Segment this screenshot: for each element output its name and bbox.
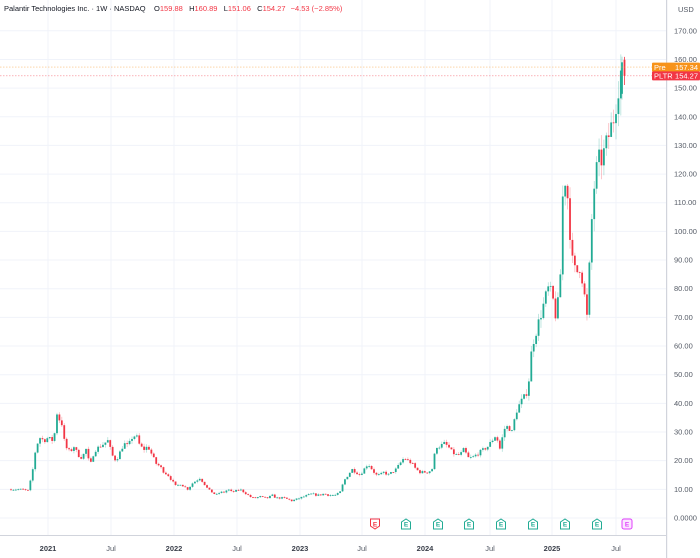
price-axis-line xyxy=(666,0,668,558)
earnings-marker-beat[interactable]: E xyxy=(560,518,570,530)
open-value: 159.88 xyxy=(159,4,183,13)
open-label: O xyxy=(154,4,160,13)
svg-text:PLTR: PLTR xyxy=(654,72,673,81)
time-tick: Jul xyxy=(611,544,621,553)
price-lines xyxy=(0,66,666,77)
low-label: L xyxy=(223,4,228,13)
price-tick: 170.00 xyxy=(674,26,697,35)
earnings-marker-beat[interactable]: E xyxy=(496,518,506,530)
time-tick: Jul xyxy=(232,544,242,553)
svg-text:E: E xyxy=(373,522,378,529)
earnings-marker-beat[interactable]: E xyxy=(528,518,538,530)
price-tag-pre: Pre 157.34 xyxy=(652,62,700,72)
svg-text:E: E xyxy=(531,522,536,529)
change-value: −4.53 (−2.85%) xyxy=(290,4,343,13)
price-axis[interactable]: USD 170.00 160.00 150.00 140.00 130.00 120.00 1… xyxy=(674,5,697,523)
time-tick: Jul xyxy=(106,544,116,553)
sep: · xyxy=(109,4,114,13)
exchange: NASDAQ xyxy=(113,4,146,13)
svg-text:E: E xyxy=(625,522,630,529)
price-tick: 150.00 xyxy=(674,84,697,93)
price-tick: 50.00 xyxy=(674,370,693,379)
price-tick: 70.00 xyxy=(674,313,693,322)
price-tick: 20.00 xyxy=(674,456,693,465)
time-tick: 2024 xyxy=(417,544,435,553)
price-tick: 10.00 xyxy=(674,485,693,494)
time-tick: 2021 xyxy=(40,544,57,553)
low-value: 151.06 xyxy=(227,4,251,13)
symbol-name[interactable]: Palantir Technologies Inc. xyxy=(4,4,90,13)
high-value: 160.89 xyxy=(194,4,218,13)
price-tick: 130.00 xyxy=(674,141,697,150)
grid-lines xyxy=(0,0,666,535)
time-tick: Jul xyxy=(485,544,495,553)
svg-text:E: E xyxy=(595,522,600,529)
candles xyxy=(10,54,626,502)
time-axis[interactable]: 2021 Jul 2022 Jul 2023 Jul 2024 Jul 2025 Jul xyxy=(40,544,621,553)
currency-label: USD xyxy=(678,5,694,14)
svg-text:157.34: 157.34 xyxy=(675,63,698,72)
price-tick: 80.00 xyxy=(674,284,693,293)
price-tick: 110.00 xyxy=(674,198,696,207)
svg-text:E: E xyxy=(499,522,504,529)
earnings-marker-beat[interactable]: E xyxy=(433,518,443,530)
close-value: 154.27 xyxy=(262,4,286,13)
svg-text:E: E xyxy=(436,522,441,529)
price-tag-pltr: PLTR 154.27 xyxy=(652,71,700,81)
price-tick: 30.00 xyxy=(674,428,693,437)
svg-text:E: E xyxy=(563,522,568,529)
svg-text:Pre: Pre xyxy=(654,63,666,72)
symbol-legend: Palantir Technologies Inc. · 1W · NASDAQ… xyxy=(4,4,342,13)
earnings-marker-miss[interactable]: E xyxy=(370,518,380,530)
time-axis-line xyxy=(0,535,666,536)
time-tick: 2023 xyxy=(292,544,309,553)
time-tick: 2025 xyxy=(544,544,561,553)
price-tick: 40.00 xyxy=(674,399,693,408)
svg-text:154.27: 154.27 xyxy=(675,72,698,81)
price-tick: 120.00 xyxy=(674,170,697,179)
earnings-marker-beat[interactable]: E xyxy=(592,518,602,530)
svg-text:E: E xyxy=(404,522,409,529)
sep: · xyxy=(91,4,97,13)
earnings-marker-beat[interactable]: E xyxy=(401,518,411,530)
close-label: C xyxy=(257,4,263,13)
interval[interactable]: 1W xyxy=(96,4,108,13)
price-tick: 0.0000 xyxy=(674,514,697,523)
price-tick: 160.00 xyxy=(674,55,697,64)
price-tick: 140.00 xyxy=(674,112,697,121)
price-tick: 90.00 xyxy=(674,256,693,265)
earnings-marker-beat[interactable]: E xyxy=(464,518,474,530)
time-tick: Jul xyxy=(357,544,367,553)
svg-text:E: E xyxy=(467,522,472,529)
earnings-marker-upcoming[interactable]: E xyxy=(621,518,633,530)
high-label: H xyxy=(189,4,195,13)
price-tick: 100.00 xyxy=(674,227,697,236)
price-tick: 60.00 xyxy=(674,342,693,351)
time-tick: 2022 xyxy=(166,544,183,553)
